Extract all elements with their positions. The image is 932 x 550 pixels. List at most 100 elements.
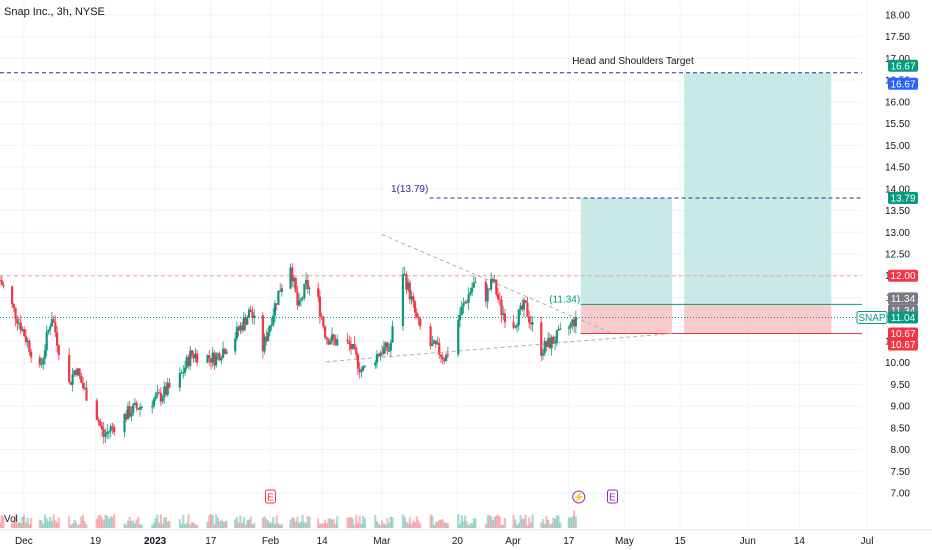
price-tag (888, 311, 918, 324)
candle-body (529, 322, 532, 325)
price-tag-label: 10.67 (890, 329, 915, 340)
candle-body (26, 340, 29, 343)
volume-bar (330, 519, 334, 528)
candle-body (377, 354, 380, 357)
volume-bar (159, 514, 162, 528)
volume-bar (495, 515, 498, 528)
candle-body (547, 338, 550, 347)
y-tick-label: 16.00 (885, 97, 910, 108)
candle-body (379, 352, 382, 357)
volume-bar (133, 523, 137, 528)
volume-bar (225, 520, 228, 528)
flash-event-marker[interactable] (572, 490, 586, 504)
volume-bar (517, 522, 520, 528)
candle-body (280, 288, 283, 292)
volume-bar (83, 521, 86, 528)
candle-body (318, 296, 322, 317)
candle-body (215, 354, 218, 366)
candle-body (457, 320, 460, 355)
candle-body (242, 317, 245, 331)
volume-bar (157, 522, 161, 528)
candle-body (472, 282, 475, 288)
volume-bar (100, 517, 104, 528)
volume-bar (474, 518, 477, 528)
earnings-event-marker[interactable] (264, 489, 276, 504)
candle-body (263, 336, 266, 352)
price-tag (888, 338, 918, 351)
symbol-tag (856, 310, 888, 324)
volume-bar (496, 514, 500, 528)
volume-bar (237, 522, 240, 528)
volume-bar (512, 515, 515, 528)
candle-body (353, 344, 356, 348)
candle-body (541, 353, 545, 356)
volume-bar (528, 517, 531, 528)
candle-body (270, 325, 273, 327)
candle-body (495, 279, 498, 295)
candle-body (196, 353, 199, 363)
candle-body (220, 357, 223, 361)
candle-body (358, 368, 361, 373)
volume-bar (154, 518, 157, 528)
candle-body (294, 277, 297, 292)
candle-body (221, 348, 225, 358)
volume-bar (329, 518, 332, 528)
candle-body (14, 307, 17, 320)
earnings-event-marker-upcoming[interactable] (607, 489, 618, 504)
volume-bar (211, 514, 214, 528)
volume-bar (49, 516, 52, 528)
volume-bar (559, 522, 562, 528)
volume-bar (261, 517, 264, 528)
volume-bar (360, 524, 363, 528)
candle-body (69, 382, 73, 385)
volume-bar (113, 514, 116, 528)
volume-bar (296, 516, 299, 528)
volume-bar (317, 518, 320, 528)
volume-bar (521, 518, 524, 528)
volume-bar (40, 520, 43, 528)
volume-bar (441, 519, 444, 528)
volume-bar (50, 521, 53, 528)
candle-body (415, 312, 418, 318)
volume-bar (306, 516, 309, 528)
candle-body (484, 281, 488, 302)
candle-body (0, 280, 3, 285)
volume-bar (413, 521, 417, 528)
y-tick-label: 12.50 (885, 250, 910, 261)
x-tick-label: 17 (563, 536, 575, 547)
volume-bar (17, 522, 21, 528)
volume-bar (69, 524, 73, 528)
candle-body (244, 317, 247, 325)
volume-bar (43, 514, 47, 528)
x-tick-label: 19 (90, 536, 102, 547)
volume-bar (472, 518, 475, 528)
y-tick-label: 18.00 (885, 11, 910, 22)
volume-bar (208, 515, 211, 528)
candle-body (306, 279, 309, 290)
volume-bar (251, 524, 254, 528)
volume-bar (196, 525, 199, 528)
candle-body (265, 336, 268, 342)
volume-bar (47, 521, 50, 528)
candle-body (490, 278, 493, 290)
candle-body (2, 284, 5, 287)
candle-body (441, 356, 444, 360)
candle-body (157, 392, 161, 394)
volume-bar (272, 517, 275, 528)
volume-bar (304, 522, 308, 528)
candle-body (140, 406, 143, 408)
candle-body (234, 338, 237, 352)
volume-bar (412, 520, 415, 528)
candle-body (503, 313, 507, 323)
candle-body (272, 315, 275, 326)
candle-body (304, 279, 308, 284)
candle-body (493, 279, 496, 282)
volume-bar (541, 519, 545, 528)
volume-label: Vol (4, 514, 18, 525)
candle-body (458, 314, 462, 321)
candle-body (531, 322, 534, 325)
candle-body (156, 392, 159, 396)
price-tag (888, 191, 918, 204)
volume-bar (540, 522, 543, 528)
